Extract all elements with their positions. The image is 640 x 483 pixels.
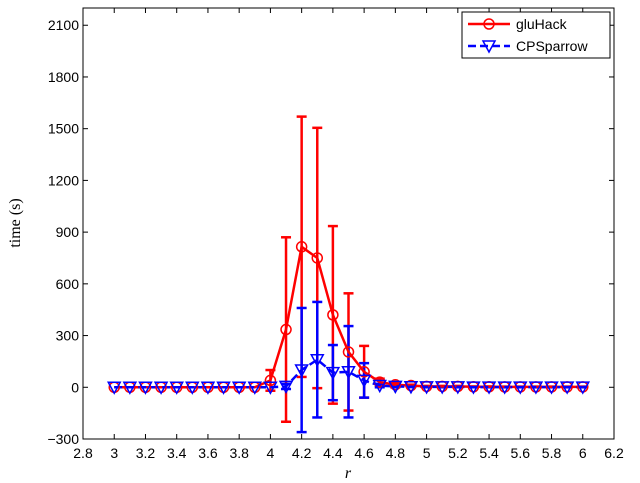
x-tick-label: 3.2 (136, 445, 156, 461)
data-point-cpsparrow (216, 381, 231, 395)
y-axis-title: time (s) (7, 198, 24, 247)
y-tick-label: 1800 (48, 69, 79, 85)
x-tick-label: 6 (579, 445, 587, 461)
x-tick-label: 2.8 (73, 445, 93, 461)
data-point-cpsparrow (122, 381, 138, 395)
x-tick-label: 4.4 (323, 445, 343, 461)
x-tick-label: 4 (267, 445, 275, 461)
series-line-cpsparrow (114, 358, 583, 389)
data-point-cpsparrow (513, 381, 528, 395)
x-tick-label: 4.2 (292, 445, 312, 461)
x-tick-label: 3 (110, 445, 118, 461)
data-point-cpsparrow (310, 353, 325, 368)
data-point-cpsparrow (544, 381, 559, 395)
data-point-gluhack (405, 379, 417, 392)
data-point-cpsparrow (294, 364, 309, 378)
data-point-cpsparrow (278, 380, 294, 394)
data-point-cpsparrow (481, 381, 497, 395)
y-tick-label: 0 (71, 379, 79, 395)
data-point-cpsparrow (450, 381, 466, 395)
y-tick-label: 900 (56, 224, 80, 240)
data-point-gluhack (295, 241, 308, 253)
data-point-gluhack (327, 309, 339, 321)
y-tick-label: 2100 (48, 17, 79, 33)
x-tick-label: 5.6 (511, 445, 531, 461)
axis-ticks: 2.8 3 3.2 3.4 3.6 3.8 4 4.2 4.4 4.6 4.8 5 5.2 5.4 5.6 5… (47, 8, 624, 461)
data-point-cpsparrow (247, 381, 263, 395)
legend-label-gluhack: gluHack (516, 16, 568, 32)
x-tick-label: 5 (423, 445, 431, 461)
data-point-cpsparrow (497, 381, 512, 395)
data-point-cpsparrow (200, 381, 216, 395)
data-point-cpsparrow (528, 381, 544, 395)
data-point-cpsparrow (356, 374, 372, 388)
y-tick-label: −300 (47, 431, 79, 447)
data-point-cpsparrow (388, 380, 403, 394)
x-tick-label: 3.6 (198, 445, 218, 461)
x-tick-label: 4.8 (386, 445, 406, 461)
data-point-gluhack (311, 252, 324, 264)
series-lines (114, 244, 583, 389)
y-tick-label: 1200 (48, 172, 79, 188)
y-tick-label: 300 (56, 328, 80, 344)
y-tick-label: 600 (56, 276, 80, 292)
data-point-cpsparrow (106, 381, 122, 395)
data-point-gluhack (264, 374, 277, 387)
data-point-cpsparrow (341, 366, 356, 380)
data-point-cpsparrow (419, 381, 434, 395)
data-point-cpsparrow (325, 366, 341, 381)
x-tick-label: 5.2 (448, 445, 468, 461)
legend-label-cpsparrow: CPSparrow (516, 38, 588, 54)
x-axis-title: r (345, 465, 352, 482)
data-point-cpsparrow (153, 381, 169, 395)
x-tick-label: 3.8 (229, 445, 249, 461)
data-point-cpsparrow (434, 381, 450, 395)
data-point-cpsparrow (185, 381, 200, 395)
data-point-cpsparrow (403, 381, 419, 395)
data-point-cpsparrow (263, 381, 278, 395)
legend-marker-cpsparrow (481, 40, 497, 54)
x-tick-label: 3.4 (167, 445, 187, 461)
legend: gluHack CPSparrow (461, 11, 611, 59)
x-tick-label: 5.8 (542, 445, 562, 461)
x-tick-label: 5.4 (479, 445, 499, 461)
data-point-cpsparrow (466, 381, 481, 395)
data-point-cpsparrow (138, 381, 153, 395)
data-point-gluhack (342, 346, 355, 358)
series-markers (106, 241, 591, 395)
data-point-cpsparrow (559, 381, 575, 395)
data-point-cpsparrow (231, 381, 247, 395)
x-tick-label: 4.6 (354, 445, 374, 461)
data-point-cpsparrow (169, 381, 184, 395)
data-point-gluhack (358, 366, 370, 378)
data-point-cpsparrow (372, 379, 387, 394)
x-tick-label: 6.2 (604, 445, 624, 461)
legend-marker-gluhack (483, 18, 495, 30)
data-point-cpsparrow (575, 381, 591, 395)
y-tick-label: 1500 (48, 121, 79, 137)
data-point-gluhack (280, 323, 292, 336)
